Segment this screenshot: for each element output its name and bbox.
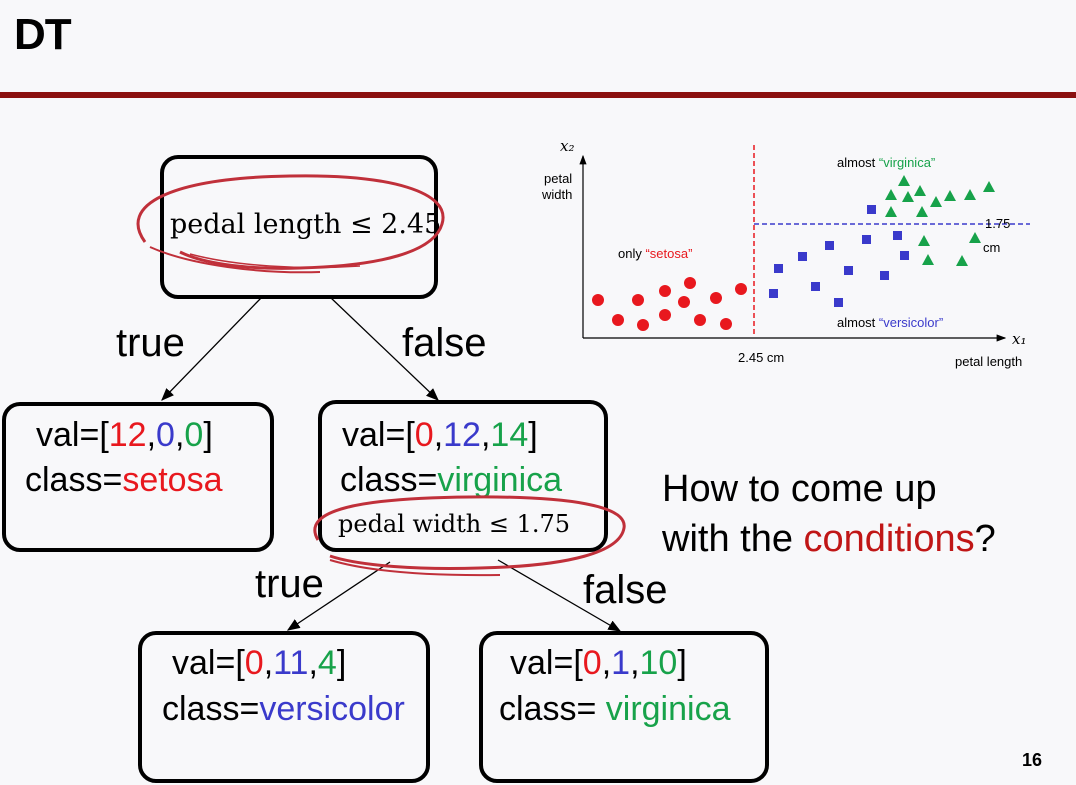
leaf-versicolor-class: class=versicolor	[162, 690, 405, 728]
virginica-point	[885, 206, 897, 217]
edge-label-mid-true: true	[255, 562, 324, 606]
question-line-2: with the conditions?	[662, 518, 996, 560]
virginica-point	[914, 185, 926, 196]
setosa-point	[612, 314, 624, 326]
versicolor-point	[769, 289, 778, 298]
versicolor-point	[880, 271, 889, 280]
virginica-point	[898, 175, 910, 186]
leaf-versicolor-values: val=[0,11,4]	[172, 644, 347, 682]
leaf-virginica	[479, 631, 769, 783]
root-highlight-ellipse	[136, 174, 445, 270]
x-axis-symbol: x₁	[1012, 330, 1027, 348]
y-axis-label-line2: width	[542, 187, 573, 202]
title-divider	[0, 92, 1076, 98]
versicolor-point	[825, 241, 834, 250]
mid-highlight-ellipse	[313, 495, 626, 570]
virginica-point	[964, 189, 976, 200]
virginica-point	[969, 232, 981, 243]
root-condition: pedal length ≤ 2.45	[170, 209, 442, 240]
setosa-point	[592, 294, 604, 306]
versicolor-point	[798, 252, 807, 261]
mid-node	[318, 400, 608, 552]
setosa-point	[720, 318, 732, 330]
leaf-setosa	[2, 402, 274, 552]
virginica-point	[885, 189, 897, 200]
question-line-1: How to come up	[662, 468, 937, 510]
virginica-point	[983, 181, 995, 192]
setosa-point	[710, 292, 722, 304]
edge-mid-false	[497, 559, 622, 632]
setosa-region-label: only “setosa”	[618, 246, 693, 261]
versicolor-point	[774, 264, 783, 273]
versicolor-region-label: almost “versicolor”	[837, 315, 944, 330]
edge-mid-true	[286, 561, 391, 631]
virginica-point	[930, 196, 942, 207]
virginica-point	[918, 235, 930, 246]
y-axis-symbol: x₂	[560, 137, 575, 155]
setosa-point	[632, 294, 644, 306]
virginica-point	[916, 206, 928, 217]
edge-label-root-false: false	[402, 321, 487, 365]
virginica-points	[885, 175, 995, 266]
virginica-region-label: almost “virginica”	[837, 155, 936, 170]
virginica-point	[902, 191, 914, 202]
edge-label-root-true: true	[116, 321, 185, 365]
x-threshold-label: 2.45 cm	[738, 350, 785, 365]
x-axis-label: petal length	[955, 354, 1023, 369]
mid-node-class: class=virginica	[340, 461, 563, 499]
setosa-point	[684, 277, 696, 289]
setosa-points	[592, 277, 747, 331]
versicolor-point	[844, 266, 853, 275]
versicolor-point	[862, 235, 871, 244]
edge-label-mid-false: false	[583, 568, 668, 612]
leaf-virginica-class: class= virginica	[499, 690, 731, 728]
virginica-point	[944, 190, 956, 201]
versicolor-point	[900, 251, 909, 260]
mid-node-values: val=[0,12,14]	[342, 416, 538, 454]
leaf-versicolor	[138, 631, 430, 783]
setosa-point	[694, 314, 706, 326]
setosa-point	[659, 309, 671, 321]
setosa-point	[735, 283, 747, 295]
mid-node-condition: pedal width ≤ 1.75	[338, 510, 571, 538]
versicolor-point	[867, 205, 876, 214]
versicolor-point	[893, 231, 902, 240]
setosa-point	[659, 285, 671, 297]
edge-root-false	[329, 296, 439, 401]
leaf-setosa-values: val=[12,0,0]	[36, 416, 213, 454]
leaf-setosa-class: class=setosa	[25, 461, 223, 499]
versicolor-point	[834, 298, 843, 307]
versicolor-points	[769, 205, 909, 307]
virginica-point	[922, 254, 934, 265]
root-node	[160, 155, 438, 299]
leaf-virginica-values: val=[0,1,10]	[510, 644, 687, 682]
virginica-point	[956, 255, 968, 266]
page-number: 16	[1021, 750, 1042, 770]
edge-root-true	[161, 296, 263, 401]
y-axis-label-line1: petal	[544, 171, 573, 186]
setosa-point	[637, 319, 649, 331]
y-threshold-label-2: cm	[983, 240, 1001, 255]
y-threshold-label-1: 1.75	[985, 216, 1011, 231]
versicolor-point	[811, 282, 820, 291]
slide-title: DT	[14, 10, 72, 59]
setosa-point	[678, 296, 690, 308]
